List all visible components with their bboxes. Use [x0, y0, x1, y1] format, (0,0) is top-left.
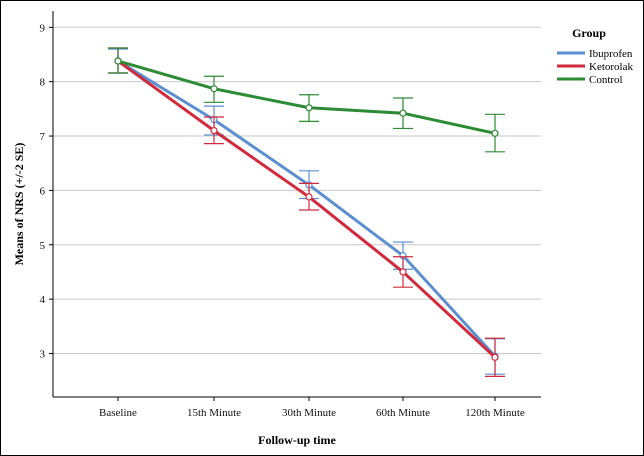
y-tick-label: 3 — [40, 349, 46, 361]
data-point — [210, 85, 218, 93]
x-tick-label: 120th Minute — [465, 407, 525, 419]
x-axis-title: Follow-up time — [258, 433, 336, 447]
y-tick-label: 9 — [40, 22, 46, 34]
series-ketorolak — [108, 47, 505, 377]
y-tick-label: 7 — [40, 131, 46, 143]
x-tick-label: 15th Minute — [187, 407, 241, 419]
data-point — [114, 57, 122, 65]
y-tick-label: 8 — [40, 77, 46, 89]
legend-item-label: Control — [589, 74, 623, 86]
data-point — [491, 129, 499, 137]
grid-layer — [53, 26, 541, 355]
label-layer: 3 4 5 6 7 8 9 Baseline 15th Minute 30th Minute 60t… — [12, 22, 525, 447]
y-tick-label: 5 — [40, 240, 46, 252]
legend-item-label: Ibuprofen — [589, 48, 633, 60]
data-point — [399, 268, 407, 276]
data-point — [399, 109, 407, 117]
x-tick-label: 60th Minute — [376, 407, 430, 419]
y-tick-label: 6 — [40, 185, 46, 197]
axis-layer — [49, 11, 541, 401]
data-point — [305, 104, 313, 112]
data-point — [305, 193, 313, 201]
x-tick-label: Baseline — [99, 407, 137, 419]
legend-title: Group — [572, 26, 606, 40]
y-axis-title: Means of NRS (+/-2 SE) — [12, 143, 26, 266]
y-tick-label: 4 — [40, 294, 46, 306]
data-point — [491, 353, 499, 361]
data-point — [210, 127, 218, 135]
legend-item-label: Ketorolak — [589, 61, 633, 73]
x-tick-label: 30th Minute — [282, 407, 336, 419]
series-control — [108, 47, 505, 153]
series-layer — [108, 47, 505, 377]
